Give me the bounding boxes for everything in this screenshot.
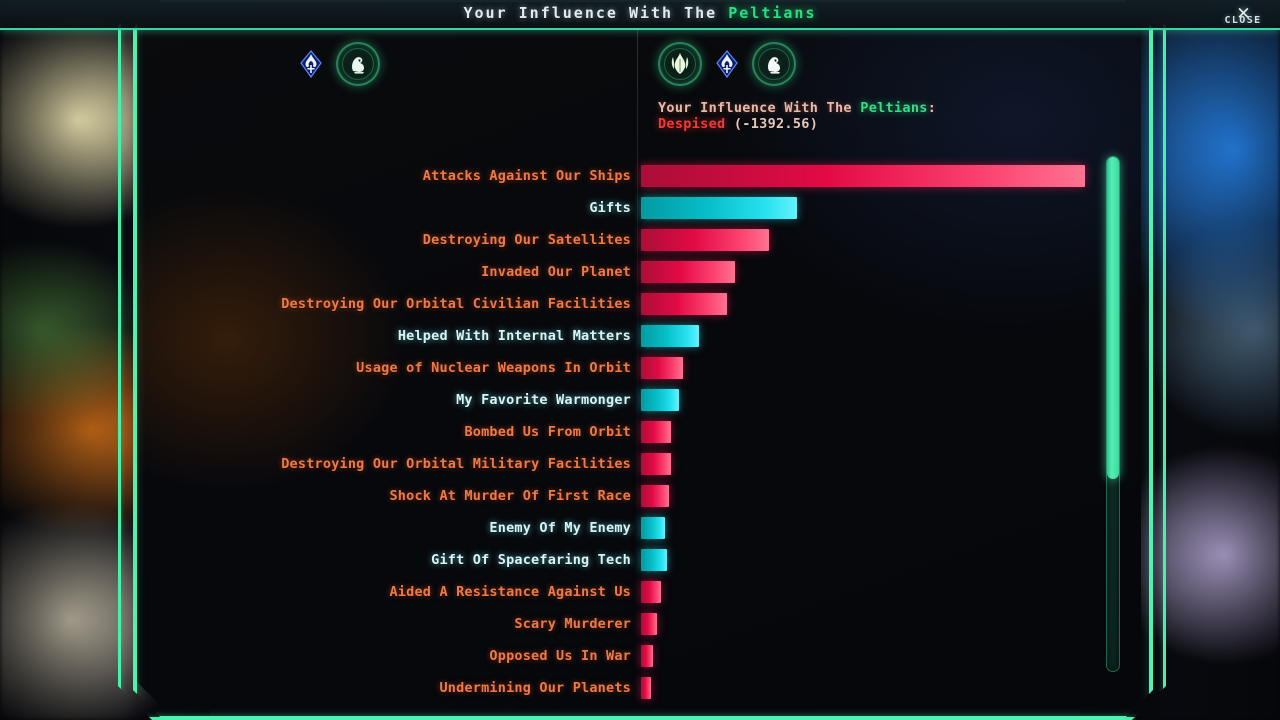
blue-sigil-icon[interactable] — [714, 49, 740, 79]
peltian-crest-icon[interactable] — [658, 42, 702, 86]
chart-row-label: Scary Murderer — [514, 616, 631, 632]
chart-row-label: Gift Of Spacefaring Tech — [431, 552, 631, 568]
chart-row: Usage of Nuclear Weapons In Orbit — [137, 352, 1141, 384]
vertical-scrollbar[interactable] — [1106, 156, 1120, 672]
chart-row: Scary Murderer — [137, 608, 1141, 640]
chart-bar — [641, 421, 671, 443]
scrollbar-thumb[interactable] — [1107, 157, 1119, 479]
chart-row: Opposed Us In War — [137, 640, 1141, 672]
influence-bar-chart: Attacks Against Our Ships Gifts Destroying… — [137, 160, 1141, 704]
chart-bar — [641, 165, 1085, 187]
chart-row-label: Bombed Us From Orbit — [464, 424, 631, 440]
chart-bar — [641, 293, 727, 315]
chart-bar — [641, 357, 683, 379]
influence-summary-line1: Your Influence With The Peltians: — [658, 100, 936, 116]
right-icon-group — [658, 42, 796, 86]
chart-row: Gift Of Spacefaring Tech — [137, 544, 1141, 576]
summary-faction: Peltians — [860, 100, 928, 116]
chart-row: Aided A Resistance Against Us — [137, 576, 1141, 608]
chart-row: Destroying Our Satellites — [137, 224, 1141, 256]
chart-bar-track — [641, 672, 1141, 704]
page-title-prefix: Your Influence With The — [463, 4, 729, 22]
summary-prefix: Your Influence With The — [658, 100, 861, 116]
chart-bar-track — [641, 576, 1141, 608]
chart-row: Bombed Us From Orbit — [137, 416, 1141, 448]
chart-row-label: Destroying Our Satellites — [422, 232, 631, 248]
chart-row: Undermining Our Planets — [137, 672, 1141, 704]
header-bar — [0, 0, 1280, 30]
summary-colon: : — [927, 100, 937, 116]
influence-value: (-1392.56) — [733, 116, 819, 132]
chart-bar — [641, 677, 651, 699]
left-icon-group — [298, 42, 380, 86]
chart-bar — [641, 517, 665, 539]
influence-panel: Your Influence With The Peltians: Despis… — [137, 0, 1141, 710]
chart-row: Invaded Our Planet — [137, 256, 1141, 288]
chart-bar — [641, 613, 657, 635]
chart-bar — [641, 261, 735, 283]
chart-row-label: Shock At Murder Of First Race — [389, 488, 631, 504]
chart-row-label: Gifts — [589, 200, 631, 216]
page-title: Your Influence With The Peltians — [0, 0, 1280, 28]
chart-bar-track — [641, 320, 1141, 352]
chart-row-label: Invaded Our Planet — [481, 264, 631, 280]
status-badge: Despised — [658, 116, 726, 132]
chart-bar — [641, 229, 769, 251]
chart-bar — [641, 453, 671, 475]
chart-bar-track — [641, 416, 1141, 448]
chart-row-label: Opposed Us In War — [489, 648, 631, 664]
chart-bar-track — [641, 224, 1141, 256]
creature-icon[interactable] — [752, 42, 796, 86]
blue-sigil-icon[interactable] — [298, 49, 324, 79]
chart-row: Helped With Internal Matters — [137, 320, 1141, 352]
chart-row-label: Usage of Nuclear Weapons In Orbit — [356, 360, 631, 376]
chart-row-label: Attacks Against Our Ships — [422, 168, 631, 184]
chart-row-label: Enemy Of My Enemy — [489, 520, 631, 536]
chart-bar-track — [641, 544, 1141, 576]
chart-bar — [641, 197, 797, 219]
chart-row: My Favorite Warmonger — [137, 384, 1141, 416]
chart-bar-track — [641, 192, 1141, 224]
chart-row: Destroying Our Orbital Civilian Faciliti… — [137, 288, 1141, 320]
chart-bar-track — [641, 256, 1141, 288]
chart-row: Destroying Our Orbital Military Faciliti… — [137, 448, 1141, 480]
close-button[interactable]: ✕ CLOSE — [1210, 2, 1276, 38]
chart-bar — [641, 389, 679, 411]
chart-bar-track — [641, 288, 1141, 320]
chart-row: Shock At Murder Of First Race — [137, 480, 1141, 512]
chart-bar-track — [641, 384, 1141, 416]
chart-row: Attacks Against Our Ships — [137, 160, 1141, 192]
chart-bar-track — [641, 512, 1141, 544]
chart-row-label: Aided A Resistance Against Us — [389, 584, 631, 600]
chart-bar-track — [641, 352, 1141, 384]
chart-bar-track — [641, 480, 1141, 512]
close-icon[interactable]: ✕ — [1237, 0, 1250, 24]
chart-bar-track — [641, 608, 1141, 640]
peltian-emblem-icon[interactable] — [336, 42, 380, 86]
chart-bar — [641, 325, 699, 347]
chart-row-label: Destroying Our Orbital Civilian Faciliti… — [281, 296, 631, 312]
chart-row: Gifts — [137, 192, 1141, 224]
influence-summary-line2: Despised (-1392.56) — [658, 116, 936, 132]
close-button-label[interactable]: CLOSE — [1224, 15, 1262, 26]
chart-row-label: My Favorite Warmonger — [456, 392, 631, 408]
chart-bar — [641, 549, 667, 571]
chart-bar — [641, 485, 669, 507]
chart-row-label: Helped With Internal Matters — [397, 328, 631, 344]
chart-row: Enemy Of My Enemy — [137, 512, 1141, 544]
chart-bar — [641, 645, 653, 667]
chart-bar-track — [641, 448, 1141, 480]
chart-bar — [641, 581, 661, 603]
chart-row-label: Destroying Our Orbital Military Faciliti… — [281, 456, 631, 472]
chart-row-label: Undermining Our Planets — [439, 680, 631, 696]
chart-bar-track — [641, 160, 1141, 192]
page-title-faction: Peltians — [728, 4, 817, 22]
chart-bar-track — [641, 640, 1141, 672]
influence-summary: Your Influence With The Peltians: Despis… — [658, 100, 936, 132]
